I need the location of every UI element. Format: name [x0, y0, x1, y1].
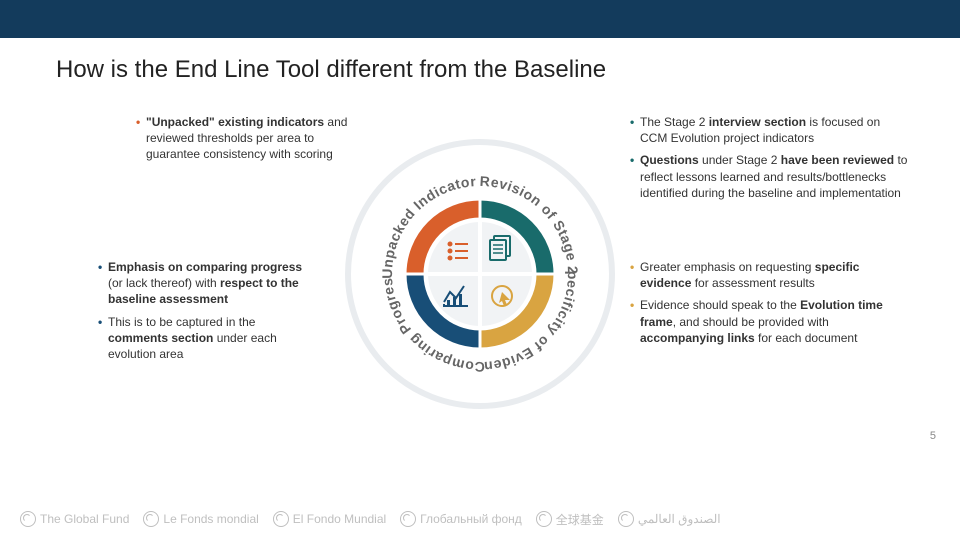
quadrant-diagram: Unpacked Indicators Revision of Stage 2 … — [340, 134, 620, 414]
footer-brand: 全球基金 — [536, 511, 604, 528]
bullet-item: Emphasis on comparing progress (or lack … — [98, 259, 316, 308]
footer-brand: Глобальный фонд — [400, 511, 522, 527]
bullet-item: Greater emphasis on requesting specific … — [630, 259, 910, 291]
bullet-item: Evidence should speak to the Evolution t… — [630, 297, 910, 346]
content-area: "Unpacked" existing indicators and revie… — [0, 84, 960, 484]
page-title: How is the End Line Tool different from … — [56, 56, 960, 84]
text-bottom-right: Greater emphasis on requesting specific … — [630, 259, 910, 352]
bullet-item: Questions under Stage 2 have been review… — [630, 152, 910, 201]
bullet-item: This is to be captured in the comments s… — [98, 314, 316, 363]
header-bar — [0, 0, 960, 38]
page-number: 5 — [930, 430, 936, 442]
footer-brand: El Fondo Mundial — [273, 511, 386, 527]
text-bottom-left: Emphasis on comparing progress (or lack … — [98, 259, 316, 368]
text-top-right: The Stage 2 interview section is focused… — [630, 114, 910, 207]
bullet-item: The Stage 2 interview section is focused… — [630, 114, 910, 146]
list-icon — [448, 242, 469, 261]
footer-brand: The Global Fund — [20, 511, 129, 527]
text-top-left: "Unpacked" existing indicators and revie… — [136, 114, 356, 169]
footer-brands: The Global Fund Le Fonds mondial El Fondo … — [20, 508, 940, 530]
footer-brand: Le Fonds mondial — [143, 511, 258, 527]
footer-brand: الصندوق العالمي — [618, 511, 721, 527]
bullet-item: "Unpacked" existing indicators and revie… — [136, 114, 356, 163]
